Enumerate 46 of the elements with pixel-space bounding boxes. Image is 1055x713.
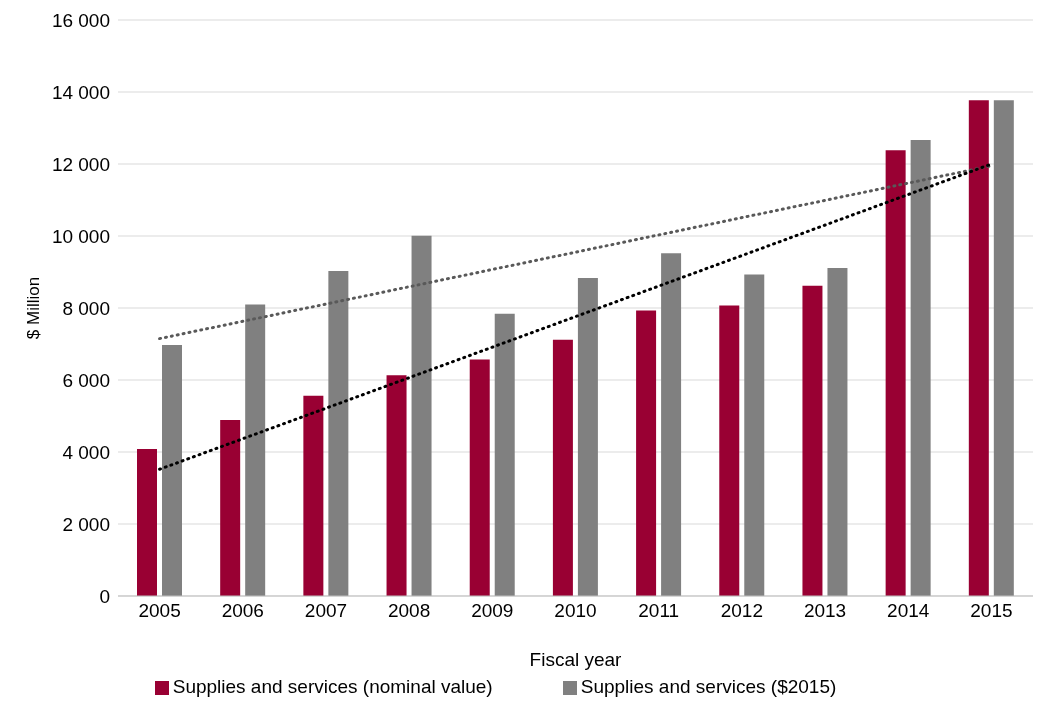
bar [744, 274, 765, 596]
x-tick-label: 2015 [970, 600, 1013, 622]
bar [719, 305, 740, 596]
y-tick-label: 6 000 [62, 369, 110, 391]
x-tick-label: 2007 [304, 600, 348, 622]
bar [303, 395, 324, 596]
x-tick-label: 2008 [388, 600, 431, 622]
x-tick-label: 2006 [221, 600, 264, 622]
bar [552, 339, 573, 596]
x-tick-label: 2005 [138, 600, 181, 622]
legend-label: Supplies and services ($2015) [580, 676, 837, 697]
y-axis-title: $ Million [24, 276, 44, 340]
y-tick-label: 14 000 [51, 81, 110, 103]
bar [411, 235, 432, 596]
bar [968, 100, 989, 596]
bar [993, 100, 1014, 596]
y-tick-label: 0 [99, 585, 110, 607]
legend-label: Supplies and services (nominal value) [172, 676, 493, 697]
bar [910, 139, 931, 596]
x-tick-label: 2012 [720, 600, 763, 622]
bar [636, 310, 657, 596]
bar [469, 359, 490, 596]
bar [661, 253, 682, 596]
y-tick-label: 8 000 [62, 297, 110, 319]
x-tick-label: 2009 [471, 600, 514, 622]
x-tick-label: 2014 [887, 600, 930, 622]
y-tick-label: 2 000 [62, 513, 110, 535]
x-tick-label: 2013 [803, 600, 847, 622]
y-tick-label: 10 000 [51, 225, 110, 247]
x-tick-label: 2010 [554, 600, 597, 622]
x-tick-label: 2011 [638, 600, 680, 622]
bar [137, 449, 157, 596]
bar [827, 268, 848, 596]
bar [802, 285, 823, 596]
bar [245, 304, 266, 596]
bar [162, 345, 182, 596]
y-tick-label: 16 000 [51, 9, 110, 31]
bar [494, 313, 515, 596]
bar [577, 278, 598, 596]
x-axis-title: Fiscal year [529, 649, 623, 670]
y-tick-label: 4 000 [62, 441, 110, 463]
bar [386, 375, 407, 596]
y-tick-label: 12 000 [51, 153, 110, 175]
bar [328, 270, 349, 596]
bar [885, 150, 906, 596]
bar [220, 419, 241, 596]
